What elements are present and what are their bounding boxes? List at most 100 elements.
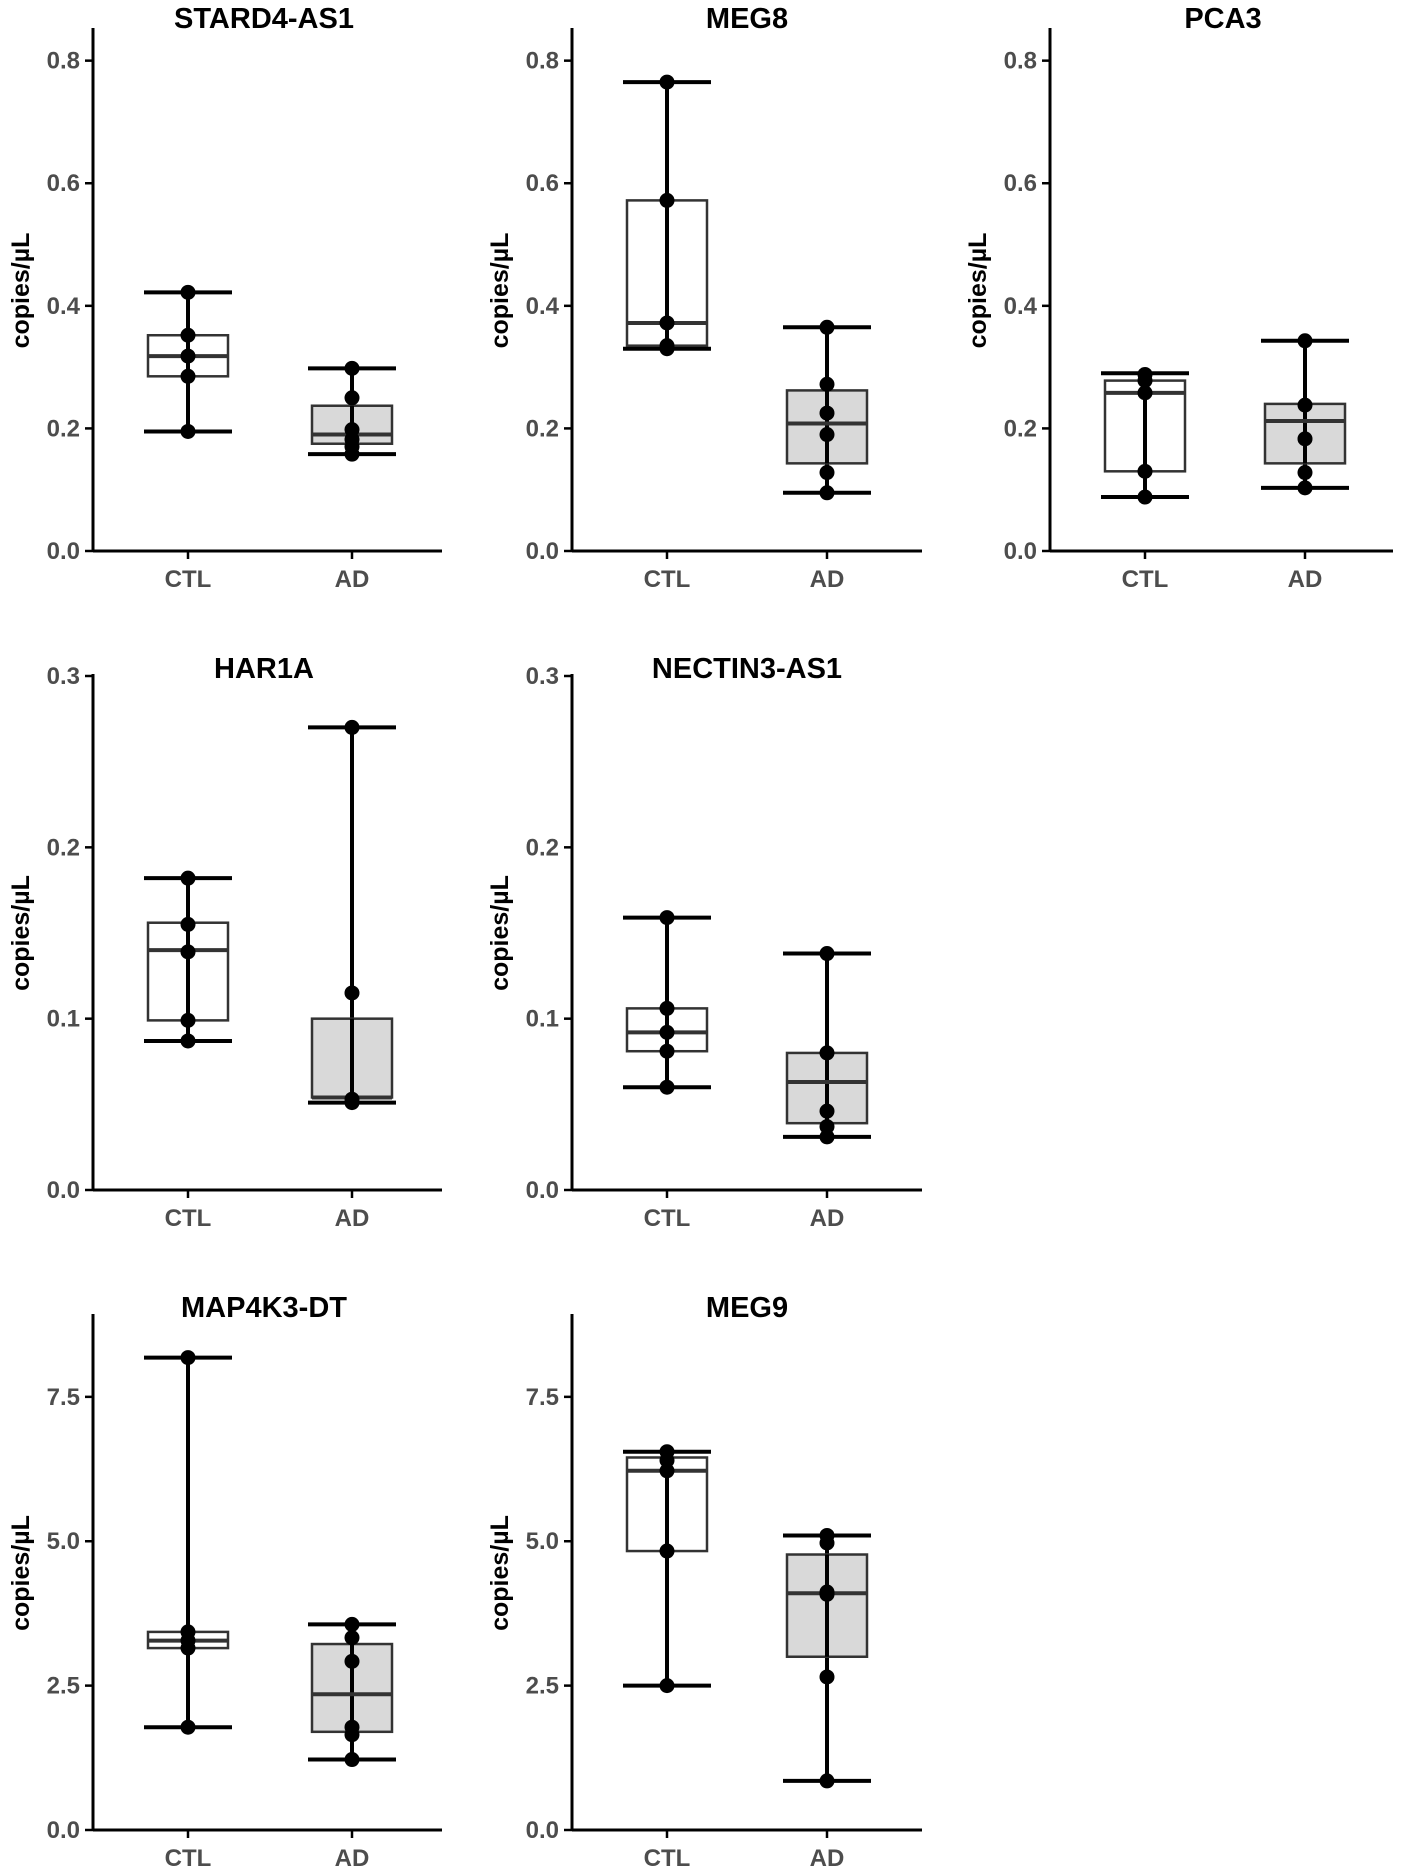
panel-6-ctl-point-4 [180, 1624, 196, 1640]
panel-2-ad-point-3 [819, 427, 835, 443]
panel-2-ad-point-5 [819, 376, 835, 392]
panel-5-xtick-label-ad: AD [810, 1205, 845, 1232]
panel-7-title: MEG9 [706, 1292, 788, 1324]
panel-5-ytick-label-3: 0.3 [526, 663, 559, 690]
panel-6-ad-point-4 [344, 1653, 360, 1669]
panel-4-xtick-label-ad: AD [335, 1205, 370, 1232]
panel-2-ctl-point-3 [659, 315, 675, 331]
panel-5-ad-point-4 [819, 1045, 835, 1061]
panel-4-ctl-point-5 [180, 870, 196, 886]
panel-7-ytick-label-2: 5.0 [526, 1528, 559, 1555]
panel-7-ctl-point-2 [659, 1543, 675, 1559]
panel-2-ad-point-6 [819, 319, 835, 335]
panel-6-ad-point-1 [344, 1752, 360, 1768]
panel-3-ad-point-2 [1297, 465, 1313, 481]
panel-6-ad-point-5 [344, 1630, 360, 1646]
panel-1-ytick-label-2: 0.4 [47, 293, 81, 320]
panel-3-ctl-point-1 [1137, 489, 1153, 505]
panel-4-ytick-label-0: 0.0 [47, 1177, 80, 1204]
panel-2-ytick-label-2: 0.4 [526, 293, 560, 320]
panel-4-ad-point-3 [344, 985, 360, 1001]
panel-2-ad-point-1 [819, 485, 835, 501]
panel-7-ytick-label-0: 0.0 [526, 1817, 559, 1844]
panel-2-ytick-label-4: 0.8 [526, 48, 559, 75]
panel-7-ytick-label-1: 2.5 [526, 1673, 559, 1700]
panel-5-title: NECTIN3-AS1 [652, 653, 842, 685]
panel-2-xtick-label-ctl: CTL [644, 566, 691, 593]
panel-5-xtick-label-ctl: CTL [644, 1205, 691, 1232]
panel-2-ad-point-4 [819, 405, 835, 421]
panel-3-xtick-label-ctl: CTL [1122, 566, 1169, 593]
panel-2-ctl-point-2 [659, 338, 675, 354]
panel-7-ad-point-6 [819, 1527, 835, 1543]
panel-2-ad-point-2 [819, 465, 835, 481]
panel-4-ctl-point-2 [180, 1012, 196, 1028]
panel-3-ad-point-4 [1297, 397, 1313, 413]
panel-6-ylabel: copies/µL [7, 1515, 35, 1631]
panel-4-title: HAR1A [214, 653, 314, 685]
panel-5-ytick-label-0: 0.0 [526, 1177, 559, 1204]
panel-7-xtick-label-ad: AD [810, 1845, 845, 1871]
panel-5-ad-point-1 [819, 1129, 835, 1145]
panel-5-ytick-label-1: 0.1 [526, 1006, 559, 1033]
panel-3-ytick-label-1: 0.2 [1004, 415, 1037, 442]
panel-4-xtick-label-ctl: CTL [165, 1205, 212, 1232]
panel-5-ctl-point-1 [659, 1079, 675, 1095]
panel-3-ytick-label-3: 0.6 [1004, 170, 1037, 197]
panel-2-ctl-point-5 [659, 74, 675, 90]
panel-3-ytick-label-0: 0.0 [1004, 538, 1037, 565]
panel-7-xtick-label-ctl: CTL [644, 1845, 691, 1871]
panel-4-ctl-point-1 [180, 1033, 196, 1049]
panel-1-title: STARD4-AS1 [174, 3, 354, 35]
panel-1-ytick-label-1: 0.2 [47, 415, 80, 442]
panel-2-xtick-label-ad: AD [810, 566, 845, 593]
panel-1-ctl-point-4 [180, 327, 196, 343]
panel-5-ytick-label-2: 0.2 [526, 834, 559, 861]
panel-6-ytick-label-2: 5.0 [47, 1528, 80, 1555]
panel-2-ytick-label-0: 0.0 [526, 538, 559, 565]
panel-3-ytick-label-2: 0.4 [1004, 293, 1038, 320]
panel-1-ctl-point-5 [180, 284, 196, 300]
panel-3-ctl-point-5 [1137, 366, 1153, 382]
panel-1-ad-point-6 [344, 360, 360, 376]
panel-1-xtick-label-ctl: CTL [165, 566, 212, 593]
panel-1-ctl-point-3 [180, 348, 196, 364]
panel-7-ylabel: copies/µL [486, 1515, 514, 1631]
panel-3-ctl-point-3 [1137, 385, 1153, 401]
panel-1-xtick-label-ad: AD [335, 566, 370, 593]
panel-7-ytick-label-3: 7.5 [526, 1384, 559, 1411]
panel-2-ctl-point-4 [659, 192, 675, 208]
panel-6-xtick-label-ad: AD [335, 1845, 370, 1871]
panel-4-ytick-label-2: 0.2 [47, 834, 80, 861]
panel-6-ad-point-3 [344, 1719, 360, 1735]
panel-4-ytick-label-3: 0.3 [47, 663, 80, 690]
panel-2-title: MEG8 [706, 3, 788, 35]
panel-4-ctl-point-4 [180, 916, 196, 932]
panel-4-ad-point-4 [344, 719, 360, 735]
panel-6-ytick-label-1: 2.5 [47, 1673, 80, 1700]
panel-3-xtick-label-ad: AD [1288, 566, 1323, 593]
panel-6-ytick-label-0: 0.0 [47, 1817, 80, 1844]
panel-4-ctl-point-3 [180, 944, 196, 960]
panel-3-ad-point-5 [1297, 333, 1313, 349]
panel-1-ad-point-5 [344, 390, 360, 406]
panel-2-ytick-label-1: 0.2 [526, 415, 559, 442]
panel-6-ctl-point-5 [180, 1350, 196, 1366]
panel-5-ctl-point-3 [659, 1024, 675, 1040]
panel-1-ylabel: copies/µL [7, 233, 35, 349]
panel-7-ad-point-4 [819, 1584, 835, 1600]
panel-1-ctl-point-2 [180, 368, 196, 384]
panel-5-ylabel: copies/µL [486, 875, 514, 991]
panel-3-ad-point-3 [1297, 431, 1313, 447]
panel-5-ad-point-3 [819, 1103, 835, 1119]
panel-6-xtick-label-ctl: CTL [165, 1845, 212, 1871]
panel-3-ylabel: copies/µL [964, 233, 992, 349]
panel-1-ytick-label-3: 0.6 [47, 170, 80, 197]
panel-3-ctl-point-2 [1137, 463, 1153, 479]
panel-5-ctl-point-4 [659, 1000, 675, 1016]
panel-5-ctl-point-2 [659, 1043, 675, 1059]
panel-1-ytick-label-4: 0.8 [47, 48, 80, 75]
panel-6-title: MAP4K3-DT [181, 1292, 347, 1324]
panel-4-ytick-label-1: 0.1 [47, 1006, 80, 1033]
